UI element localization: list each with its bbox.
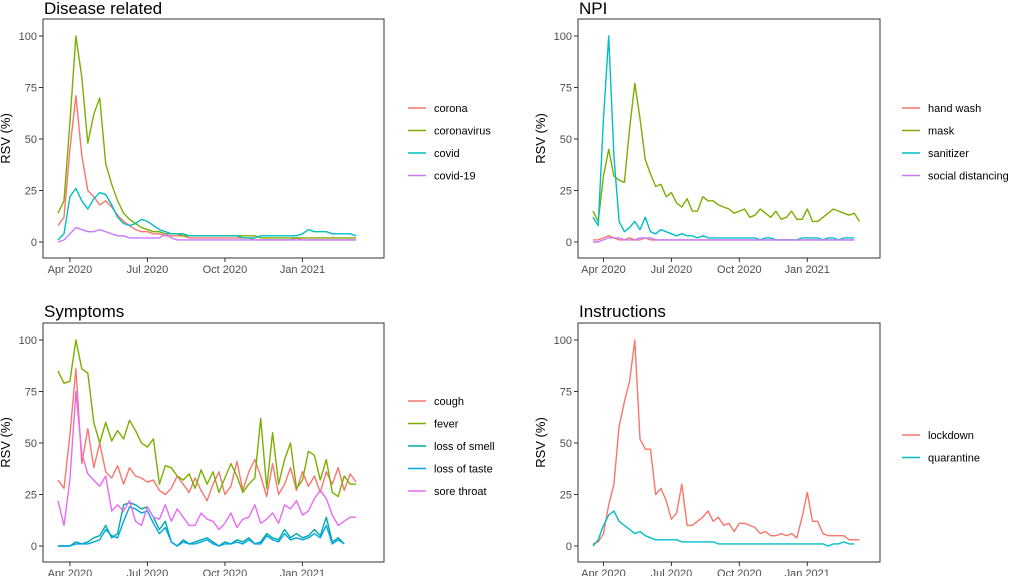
series-line-coronavirus [57, 35, 357, 239]
y-tick-label: 50 [560, 134, 572, 146]
series-line-sanitizer [592, 35, 855, 241]
y-axis-label: RSV (%) [533, 113, 548, 164]
legend-label-corona: corona [434, 103, 469, 115]
series-line-quarantine [592, 510, 855, 547]
panel-title: NPI [579, 0, 607, 18]
x-tick-label: Oct 2020 [203, 568, 248, 576]
x-tick-label: Jan 2021 [785, 264, 830, 276]
x-tick-label: Apr 2020 [48, 568, 93, 576]
plot-frame [42, 322, 385, 563]
x-tick-label: Jul 2020 [651, 264, 693, 276]
y-tick-label: 25 [25, 186, 37, 198]
y-tick-label: 75 [25, 387, 37, 399]
y-tick-label: 75 [25, 83, 37, 95]
panel-npi: NPI RSV (%) 0 25 50 75 100 Apr 2020 Jul 2020 Oct … [533, 0, 1009, 276]
panel-title: Symptoms [44, 302, 124, 321]
x-tick-label: Apr 2020 [48, 264, 93, 276]
y-tick-label: 75 [560, 83, 572, 95]
panel-instructions: Instructions RSV (%) 0 25 50 75 100 Apr 2020 Jul… [533, 302, 980, 580]
plot-frame [42, 18, 385, 259]
x-tick-label: Apr 2020 [581, 568, 626, 576]
legend-label-covid-19: covid-19 [434, 171, 476, 183]
y-tick-label: 0 [566, 237, 572, 249]
series-line-loss-of-taste [58, 506, 345, 547]
series-line-cough [57, 368, 357, 502]
legend-label-social-distancing: social distancing [928, 171, 1009, 183]
y-tick-label: 0 [31, 237, 37, 249]
series-line-fever [57, 339, 357, 498]
y-axis-label: RSV (%) [533, 417, 548, 468]
y-tick-label: 0 [31, 541, 37, 553]
plot-frame [577, 322, 881, 563]
legend-label-mask: mask [928, 126, 955, 138]
panel-disease-related: Disease related RSV (%) 0 25 50 75 100 Apr 2020… [0, 0, 491, 276]
series-line-covid-19 [57, 226, 357, 243]
y-axis-label: RSV (%) [0, 113, 13, 164]
series-line-loss-of-smell [58, 502, 345, 547]
legend-label-sanitizer: sanitizer [928, 148, 969, 160]
legend-label-hand-wash: hand wash [928, 103, 981, 115]
series-line-corona [57, 94, 357, 241]
series-line-lockdown [592, 339, 860, 545]
x-tick-label: Oct 2020 [203, 264, 248, 276]
y-tick-label: 100 [554, 335, 572, 347]
y-tick-label: 0 [566, 541, 572, 553]
y-tick-label: 25 [560, 186, 572, 198]
x-tick-label: Jul 2020 [651, 568, 693, 576]
y-tick-label: 100 [19, 335, 37, 347]
x-tick-label: Jan 2021 [785, 568, 830, 576]
y-tick-label: 50 [560, 438, 572, 450]
legend-label-quarantine: quarantine [928, 453, 980, 465]
y-tick-label: 100 [554, 31, 572, 43]
y-tick-label: 75 [560, 387, 572, 399]
legend-label-lockdown: lockdown [928, 430, 974, 442]
series-line-sore-throat [57, 390, 357, 531]
legend-label-loss-of-smell: loss of smell [434, 441, 495, 453]
y-tick-label: 25 [560, 490, 572, 502]
legend-label-cough: cough [434, 396, 464, 408]
x-tick-label: Jan 2021 [280, 264, 325, 276]
legend-label-sore-throat: sore throat [434, 486, 487, 498]
y-tick-label: 50 [25, 438, 37, 450]
legend-label-loss-of-taste: loss of taste [434, 464, 493, 476]
legend-label-fever: fever [434, 419, 459, 431]
panel-symptoms: Symptoms RSV (%) 0 25 50 75 100 Apr 2020 Jul 202… [0, 302, 495, 580]
plot-frame [577, 18, 881, 259]
y-axis-label: RSV (%) [0, 417, 13, 468]
legend-label-coronavirus: coronavirus [434, 126, 491, 138]
x-tick-label: Oct 2020 [717, 264, 762, 276]
x-tick-label: Jul 2020 [127, 264, 169, 276]
series-line-covid [57, 187, 357, 241]
panel-title: Disease related [44, 0, 162, 18]
series-line-mask [592, 82, 861, 223]
series-line-social-distancing [593, 237, 855, 243]
y-tick-label: 100 [19, 31, 37, 43]
y-tick-label: 50 [25, 134, 37, 146]
x-tick-label: Jan 2021 [280, 568, 325, 576]
panel-title: Instructions [579, 302, 666, 321]
x-tick-label: Jul 2020 [127, 568, 169, 576]
x-tick-label: Oct 2020 [717, 568, 762, 576]
legend-label-covid: covid [434, 148, 460, 160]
y-tick-label: 25 [25, 490, 37, 502]
x-tick-label: Apr 2020 [581, 264, 626, 276]
